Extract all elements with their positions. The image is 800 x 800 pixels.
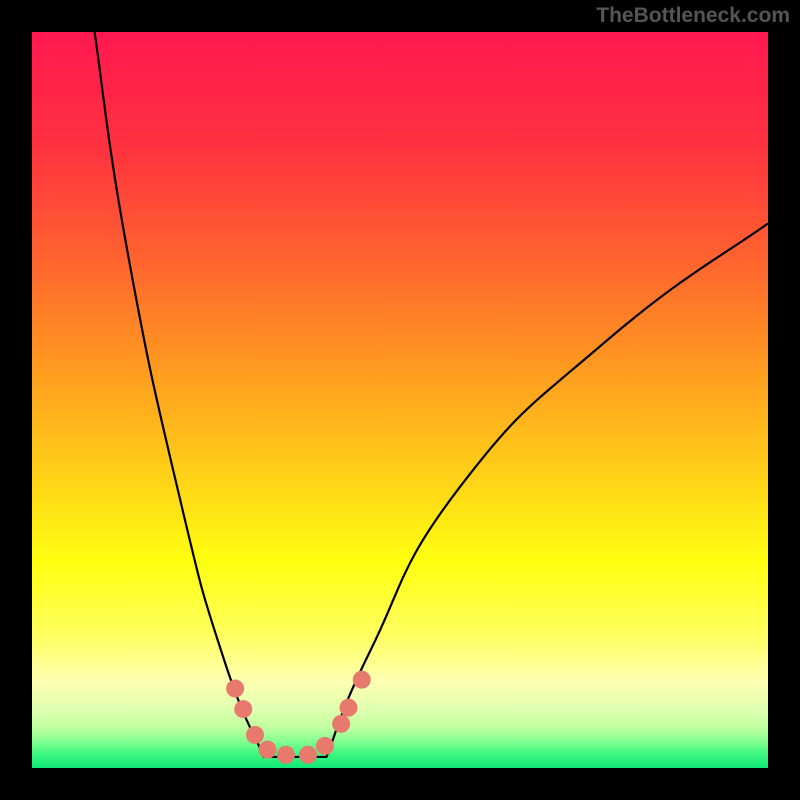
marker-point: [277, 746, 295, 764]
marker-point: [332, 715, 350, 733]
marker-point: [316, 737, 334, 755]
plot-area: [32, 32, 768, 768]
marker-point: [339, 699, 357, 717]
marker-point: [259, 741, 277, 759]
chart-container: TheBottleneck.com: [0, 0, 800, 800]
marker-point: [226, 680, 244, 698]
marker-point: [246, 726, 264, 744]
marker-point: [299, 746, 317, 764]
bottleneck-chart: [0, 0, 800, 800]
marker-point: [234, 700, 252, 718]
watermark-text: TheBottleneck.com: [596, 4, 790, 28]
marker-point: [353, 671, 371, 689]
